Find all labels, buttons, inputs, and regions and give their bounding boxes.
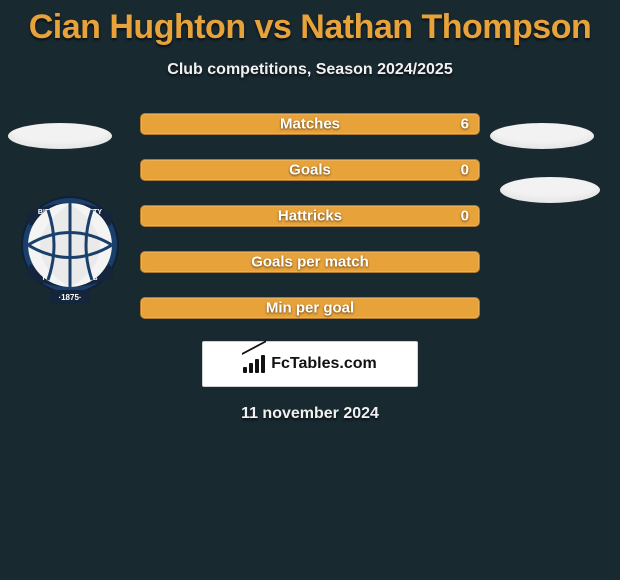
page-subtitle: Club competitions, Season 2024/2025 — [0, 61, 620, 79]
watermark-box: FcTables.com — [202, 341, 418, 387]
avatar-left-placeholder — [8, 123, 112, 149]
page-title: Cian Hughton vs Nathan Thompson — [0, 0, 620, 47]
stat-label: Min per goal — [141, 300, 479, 317]
stat-label: Goals — [141, 162, 479, 179]
avatar-right-placeholder-2 — [500, 177, 600, 203]
stat-value-right: 0 — [461, 208, 469, 225]
badge-year: ·1875· — [58, 293, 81, 302]
stat-bar: Goals0 — [140, 159, 480, 181]
bars-icon-bar — [261, 355, 265, 373]
club-badge-left: BIRMINGHAM CITY FOOTBALL CLUB ·1875· — [20, 180, 120, 310]
stat-label: Goals per match — [141, 254, 479, 271]
bars-icon-bar — [243, 367, 247, 373]
stats-container: Matches6Goals0Hattricks0Goals per matchM… — [140, 113, 480, 319]
date-text: 11 november 2024 — [0, 405, 620, 423]
bars-icon-bar — [249, 363, 253, 373]
stat-label: Matches — [141, 116, 479, 133]
stat-value-right: 6 — [461, 116, 469, 133]
bars-icon-bar — [255, 359, 259, 373]
stat-bar: Matches6 — [140, 113, 480, 135]
stat-bar: Min per goal — [140, 297, 480, 319]
watermark-text: FcTables.com — [271, 355, 377, 373]
stat-bar: Hattricks0 — [140, 205, 480, 227]
bars-icon — [243, 355, 265, 373]
avatar-right-placeholder — [490, 123, 594, 149]
stat-bar: Goals per match — [140, 251, 480, 273]
stat-label: Hattricks — [141, 208, 479, 225]
stat-value-right: 0 — [461, 162, 469, 179]
